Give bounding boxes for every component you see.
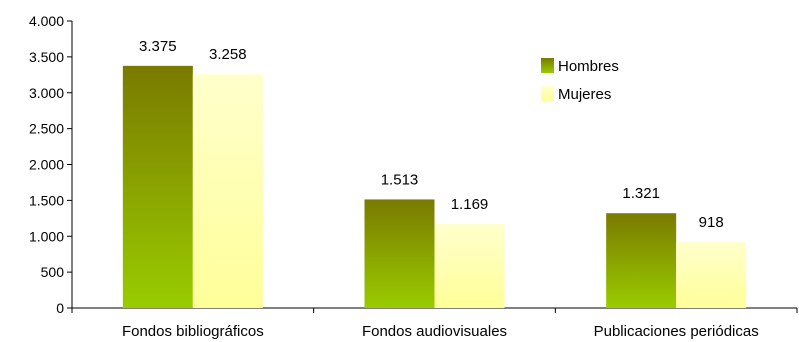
y-axis: 0 500 1.000 1.500 2.000 2.500 3.000 3.500 4.000 (29, 13, 73, 316)
data-labels: 3.375 3.258 1.513 1.169 1.321 918 (139, 38, 724, 231)
bars (122, 65, 747, 309)
y-tick-label: 1.500 (29, 192, 64, 208)
data-label-hombres-3: 1.321 (622, 185, 660, 202)
bar-mujeres-1 (192, 74, 263, 309)
y-tick-label: 4.000 (29, 13, 64, 29)
y-tick-label: 2.000 (29, 157, 64, 173)
data-label-hombres-2: 1.513 (381, 171, 419, 188)
y-tick-label: 2.500 (29, 121, 64, 137)
legend-swatch-mujeres (541, 86, 554, 101)
y-tick-label: 0 (56, 300, 64, 316)
x-category-label: Fondos audiovisuales (362, 323, 507, 340)
y-tick-label: 1.000 (29, 228, 64, 244)
bar-hombres-2 (364, 199, 435, 308)
y-tick-label: 3.000 (29, 85, 64, 101)
x-category-label: Publicaciones periódicas (594, 323, 759, 340)
bar-mujeres-3 (676, 242, 747, 308)
x-axis: Fondos bibliográficos Fondos audiovisuale… (71, 307, 798, 340)
y-tick-label: 3.500 (29, 49, 64, 65)
data-label-mujeres-3: 918 (699, 214, 724, 231)
y-tick-label: 500 (41, 264, 65, 280)
legend-label-hombres: Hombres (558, 58, 619, 75)
legend-swatch-hombres (541, 58, 554, 73)
data-label-mujeres-2: 1.169 (451, 196, 489, 213)
x-category-label: Fondos bibliográficos (122, 323, 264, 340)
data-label-mujeres-1: 3.258 (209, 46, 247, 63)
legend-label-mujeres: Mujeres (558, 86, 611, 103)
bar-mujeres-2 (434, 224, 505, 308)
legend: Hombres Mujeres (541, 58, 619, 103)
bar-hombres-3 (606, 213, 677, 308)
data-label-hombres-1: 3.375 (139, 38, 177, 55)
bar-hombres-1 (122, 65, 193, 308)
